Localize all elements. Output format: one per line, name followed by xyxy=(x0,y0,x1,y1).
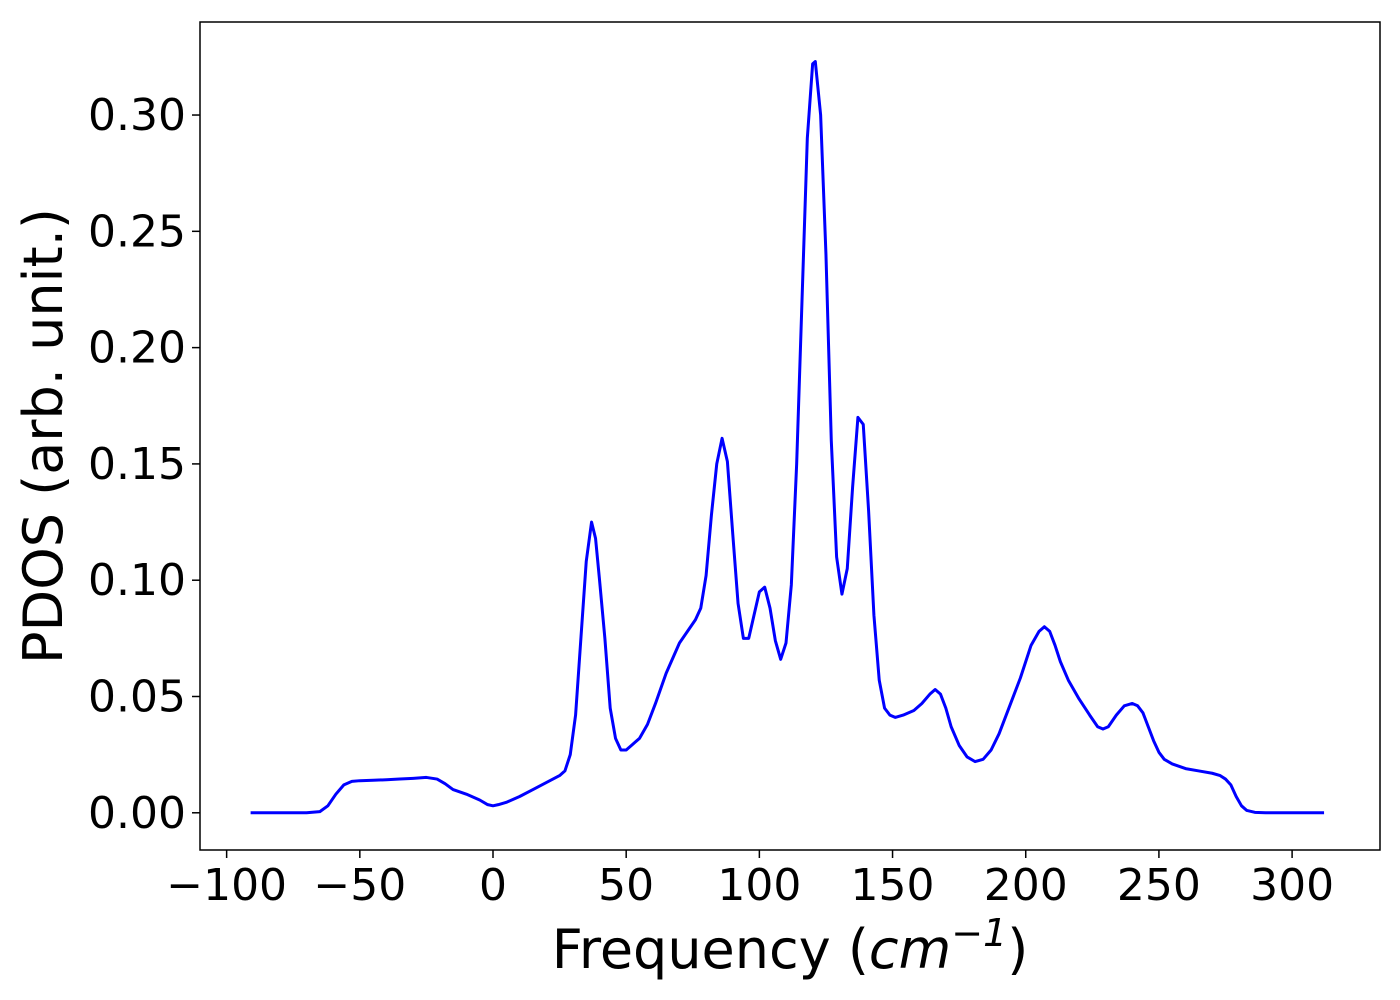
y-axis-ticks: 0.00 0.05 0.10 0.15 0.20 0.25 0.30 xyxy=(88,90,200,839)
x-tick-label: 50 xyxy=(598,860,654,911)
x-tick-label: 200 xyxy=(984,860,1068,911)
y-tick-label: 0.10 xyxy=(88,555,186,606)
y-tick-label: 0.00 xyxy=(88,788,186,839)
x-axis-label-main: Frequency ( xyxy=(552,918,869,981)
x-tick-label: −50 xyxy=(313,860,406,911)
plot-layer xyxy=(250,60,1325,815)
x-axis-label-sup: −1 xyxy=(951,911,1007,955)
x-tick-label: −100 xyxy=(166,860,287,911)
x-axis-ticks: −100 −50 0 50 100 150 200 250 300 xyxy=(166,850,1334,911)
y-tick-label: 0.25 xyxy=(88,206,186,257)
y-tick-label: 0.30 xyxy=(88,90,186,141)
series-line-0 xyxy=(250,60,1325,815)
x-tick-label: 100 xyxy=(717,860,801,911)
x-tick-label: 150 xyxy=(851,860,935,911)
x-tick-label: 300 xyxy=(1250,860,1334,911)
y-tick-label: 0.20 xyxy=(88,323,186,374)
x-axis-label-close: ) xyxy=(1007,918,1028,981)
y-tick-label: 0.05 xyxy=(88,671,186,722)
y-axis-label: PDOS (arb. unit.) xyxy=(12,208,75,664)
x-axis-label-unit: cm xyxy=(869,918,951,981)
x-axis-label: Frequency (cm−1) xyxy=(552,911,1029,981)
y-tick-label: 0.15 xyxy=(88,439,186,490)
x-tick-label: 0 xyxy=(479,860,507,911)
x-tick-label: 250 xyxy=(1117,860,1201,911)
plot-frame xyxy=(199,21,1381,851)
